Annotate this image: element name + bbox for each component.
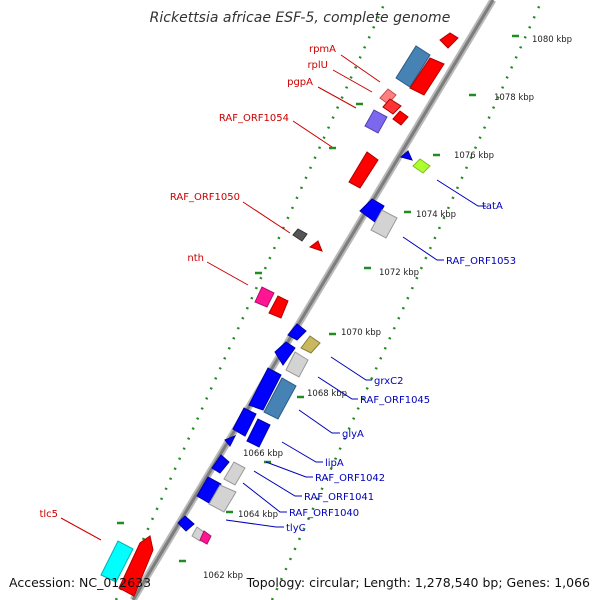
gene-label-tlyC[interactable]: tlyC [286,523,306,534]
leader-line-nth [206,261,249,286]
leader-line-tlyC [225,519,284,528]
gene-block-lightgray[interactable] [370,209,398,239]
gene-arrow-reverse[interactable] [232,407,257,437]
genome-summary-text: Topology: circular; Length: 1,278,540 bp… [246,575,590,590]
scale-label: 1072 kbp [379,268,419,278]
gene-block-cyan[interactable] [100,540,134,583]
leader-line-raf-orf1042 [265,461,313,478]
scale-label: 1078 kbp [494,93,534,103]
leader-line-rplU [332,69,373,93]
gene-block-olive[interactable] [300,335,321,354]
gene-arrow-forward[interactable] [268,295,289,319]
gene-block-gray[interactable] [292,228,308,242]
gene-label-nth[interactable]: nth [187,253,204,264]
leader-line-raf-orf1054 [292,120,333,148]
accession-text: Accession: NC_012633 [9,575,151,590]
gene-arrow-reverse[interactable] [287,323,307,341]
gene-label-raf-orf1045[interactable]: RAF_ORF1045 [360,395,430,406]
leader-line-pgpA [317,86,357,109]
gene-label-raf-orf1040[interactable]: RAF_ORF1040 [289,508,359,519]
scale-label: 1066 kbp [243,449,283,459]
leader-line-grxC2 [330,356,372,381]
gene-label-raf-orf1054[interactable]: RAF_ORF1054 [219,113,289,124]
leader-line-raf-orf1040 [242,482,287,513]
gene-arrow-reverse[interactable] [399,150,413,161]
leader-line-tatA [436,179,486,207]
gene-arrow-reverse[interactable] [246,418,271,448]
leader-line-tlc5 [60,517,102,541]
gene-label-grxC2[interactable]: grxC2 [374,376,403,387]
gene-label-raf-orf1050[interactable]: RAF_ORF1050 [170,192,240,203]
gene-label-rplU[interactable]: rplU [307,60,328,71]
gene-arrow-forward[interactable] [439,32,459,49]
leader-line-lipA [281,441,323,463]
gene-arrow-reverse[interactable] [224,435,237,447]
gene-label-raf-orf1042[interactable]: RAF_ORF1042 [315,473,385,484]
gene-label-raf-orf1041[interactable]: RAF_ORF1041 [304,492,374,503]
gene-arrow-forward[interactable] [409,57,445,96]
gene-arrow-reverse[interactable] [211,454,230,474]
gene-label-raf-orf1053[interactable]: RAF_ORF1053 [446,256,516,267]
gene-block-pink[interactable] [379,88,397,105]
gene-arrow-reverse[interactable] [274,341,296,366]
scale-ticks [117,34,519,563]
reverse-leader-lines [225,179,486,528]
scale-label: 1070 kbp [341,328,381,338]
leader-line-glyA [298,409,340,434]
gene-arrow-reverse[interactable] [177,515,195,532]
gene-arrow-forward[interactable] [308,240,323,252]
gene-block-magenta[interactable] [199,530,212,545]
gene-arrow-forward[interactable] [392,110,409,126]
gene-arrow-forward[interactable] [382,98,402,115]
scale-label: 1074 kbp [416,210,456,220]
gene-block-purple[interactable] [364,109,388,134]
gene-label-rpmA[interactable]: rpmA [309,44,336,55]
gene-block-steelblue[interactable] [263,377,297,420]
gene-block-steelblue[interactable] [395,45,431,88]
leader-line-raf-orf1041 [253,470,302,497]
genome-backbone-core [131,0,495,600]
gene-block-lightgray[interactable] [285,351,309,378]
leader-line-raf-orf1045 [317,376,358,400]
scale-label: 1080 kbp [532,35,572,45]
scale-label: 1062 kbp [203,571,243,581]
gene-arrow-forward[interactable] [348,151,379,189]
gene-block-magenta[interactable] [254,286,275,308]
leader-line-raf-orf1050 [242,201,291,234]
gene-block-yellowgreen[interactable] [412,158,431,174]
gene-label-glyA[interactable]: glyA [342,429,364,440]
map-title: Rickettsia africae ESF-5, complete genom… [150,10,451,26]
forward-leader-lines [60,54,381,541]
gene-label-lipA[interactable]: lipA [325,458,344,469]
gene-label-tlc5[interactable]: tlc5 [39,509,58,520]
gene-arrow-reverse[interactable] [196,476,222,504]
scale-label: 1068 kbp [307,389,347,399]
leader-line-raf-orf1053 [402,236,444,261]
gene-block-lightgray[interactable] [208,484,237,513]
gene-arrow-reverse[interactable] [248,367,282,411]
scale-label: 1064 kbp [238,510,278,520]
gene-block-lightgray[interactable] [223,461,246,486]
leader-line-rpmA [340,54,381,83]
gene-label-pgpA[interactable]: pgpA [287,77,313,88]
scale-label: 1076 kbp [454,151,494,161]
gene-label-tatA[interactable]: tatA [482,201,503,212]
gene-arrow-forward[interactable] [118,535,154,597]
